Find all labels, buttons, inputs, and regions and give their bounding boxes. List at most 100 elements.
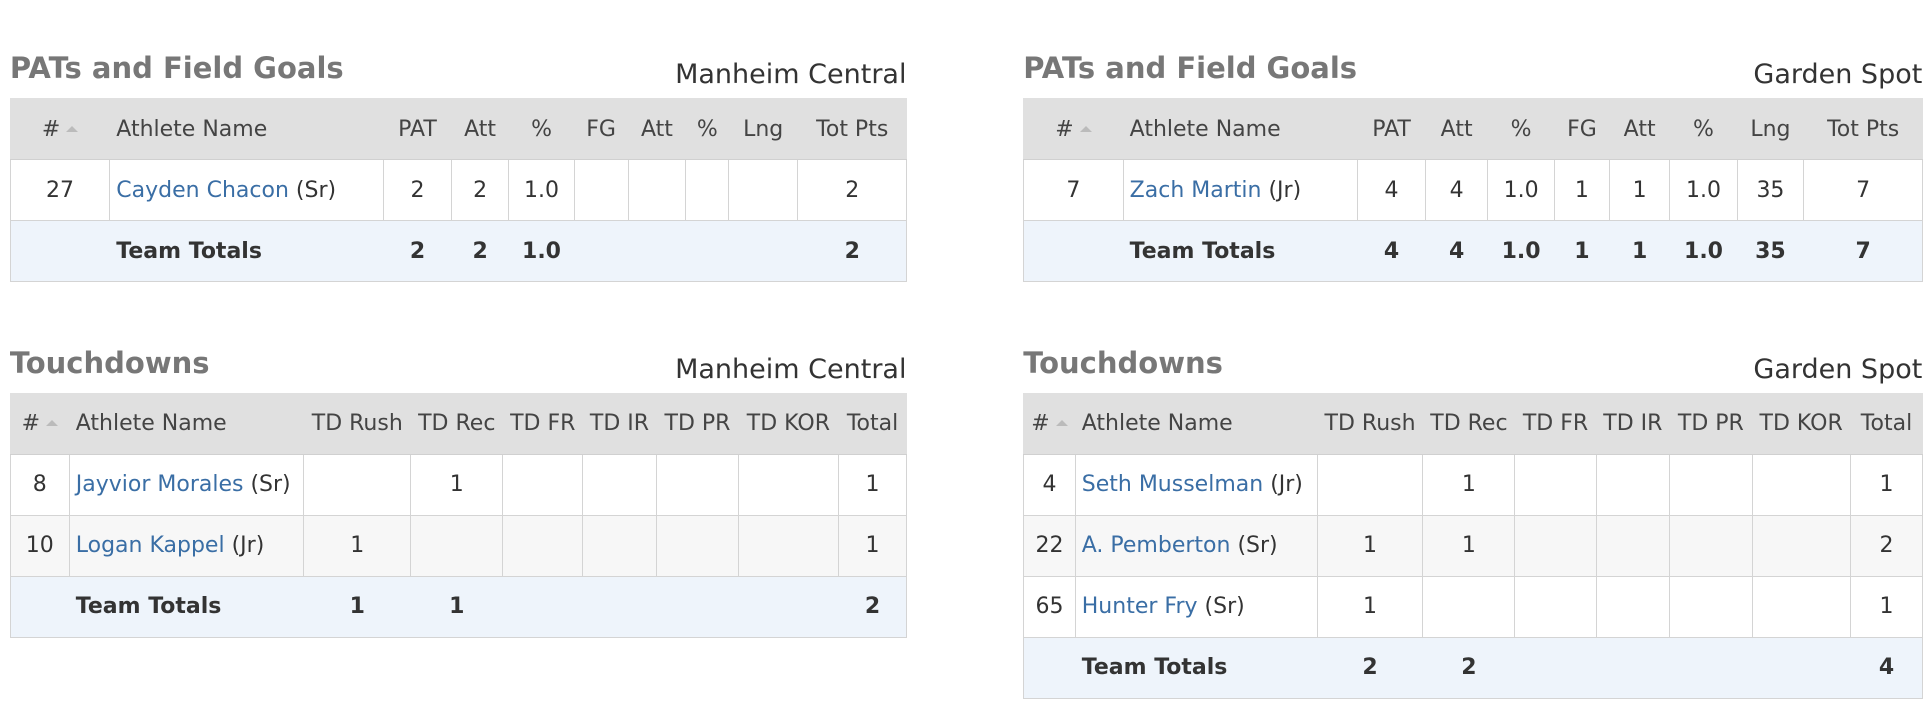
total-cell	[573, 220, 629, 283]
stat-cell	[1751, 575, 1851, 638]
jersey-number: 7	[1023, 159, 1124, 222]
column-header[interactable]: TD KOR	[1751, 392, 1851, 455]
athlete-link[interactable]: Zach Martin	[1129, 177, 1262, 203]
totals-label: Team Totals	[68, 575, 305, 638]
header-row: # Athlete Name PAT Att% FG Att% Lng Tot Pts	[1023, 98, 1924, 161]
column-label: Athlete Name	[75, 411, 227, 437]
column-header[interactable]: TD Rush	[303, 392, 412, 455]
column-header[interactable]: #	[1023, 392, 1076, 455]
athlete-cell: A. Pemberton (Sr)	[1074, 514, 1318, 577]
section: Touchdowns Manheim Central # Athlete Name TD…	[9, 344, 908, 638]
section-title: Touchdowns	[9, 345, 210, 380]
total-cell: 4	[1424, 220, 1489, 283]
stat-cell	[1422, 575, 1516, 638]
athlete-cell: Seth Musselman (Jr)	[1074, 453, 1318, 516]
total-cell	[582, 575, 657, 638]
column-header[interactable]: PAT	[383, 98, 452, 161]
athlete-class: (Jr)	[1268, 177, 1302, 203]
total-cell: 1.0	[508, 220, 575, 283]
column-header[interactable]: Athlete Name	[68, 392, 305, 455]
jersey-number: 22	[1023, 514, 1076, 577]
column-header[interactable]: TD Rec	[1422, 392, 1516, 455]
stat-cell	[303, 453, 412, 516]
column-header[interactable]: PAT	[1357, 98, 1426, 161]
stat-cell	[1669, 514, 1753, 577]
column-header[interactable]: TD KOR	[738, 392, 839, 455]
athlete-link[interactable]: Logan Kappel	[75, 533, 225, 559]
total-cell: 1.0	[1487, 220, 1555, 283]
empty-cell	[9, 575, 70, 638]
total-cell	[738, 575, 839, 638]
athlete-link[interactable]: Seth Musselman	[1081, 472, 1264, 498]
column-header[interactable]: Att	[450, 98, 510, 161]
column-header[interactable]: Athlete Name	[1074, 392, 1318, 455]
stat-cell: 2	[450, 159, 510, 222]
stat-cell: 7	[1803, 159, 1924, 222]
athlete-class: (Sr)	[295, 177, 337, 203]
column-label: TD FR	[510, 411, 576, 437]
total-cell	[1595, 636, 1671, 699]
stat-cell: 1	[1553, 159, 1611, 222]
stat-cell	[582, 453, 657, 516]
column-label: Att	[1440, 116, 1473, 142]
column-label: %	[531, 116, 552, 142]
column-header[interactable]: TD FR	[502, 392, 584, 455]
column-header[interactable]: Athlete Name	[1122, 98, 1359, 161]
column-header[interactable]: Athlete Name	[109, 98, 385, 161]
column-header[interactable]: %	[1487, 98, 1555, 161]
column-header[interactable]: %	[685, 98, 730, 161]
column-header[interactable]: Att	[1609, 98, 1671, 161]
stat-cell	[1514, 453, 1597, 516]
stat-cell: 1.0	[508, 159, 575, 222]
column-header[interactable]: TD FR	[1514, 392, 1597, 455]
column-header[interactable]: Att	[627, 98, 687, 161]
column-header[interactable]: Tot Pts	[1803, 98, 1924, 161]
column-header[interactable]: TD Rush	[1316, 392, 1424, 455]
total-cell: 1	[303, 575, 412, 638]
column-header[interactable]: %	[1669, 98, 1738, 161]
column-label: TD PR	[664, 411, 731, 437]
column-header[interactable]: TD PR	[655, 392, 740, 455]
totals-row: Team Totals 1 1 2	[9, 575, 908, 638]
column-header[interactable]: Total	[1849, 392, 1924, 455]
stat-cell	[1669, 575, 1753, 638]
column-header[interactable]: TD PR	[1669, 392, 1753, 455]
column-header[interactable]: FG	[573, 98, 629, 161]
section-header: PATs and Field Goals Manheim Central	[10, 49, 907, 98]
stat-cell	[655, 453, 740, 516]
athlete-link[interactable]: Cayden Chacon	[116, 177, 289, 203]
column-header[interactable]: FG	[1553, 98, 1611, 161]
athlete-link[interactable]: Jayvior Morales	[75, 472, 244, 498]
stat-cell: 1	[837, 453, 908, 516]
stat-cell: 4	[1357, 159, 1426, 222]
sort-icon	[66, 125, 79, 132]
column-header[interactable]: Total	[837, 392, 908, 455]
stat-cell	[738, 514, 839, 577]
column-label: Lng	[743, 116, 784, 142]
column-header[interactable]: #	[1023, 98, 1124, 161]
column-header[interactable]: Lng	[728, 98, 799, 161]
column-header[interactable]: TD IR	[1595, 392, 1671, 455]
team-name: Garden Spot	[1753, 353, 1923, 385]
athlete-link[interactable]: Hunter Fry	[1081, 594, 1198, 620]
column-label: PAT	[398, 116, 437, 142]
athlete-cell: Hunter Fry (Sr)	[1074, 575, 1318, 638]
total-cell: 2	[450, 220, 510, 283]
total-cell	[655, 575, 740, 638]
column-header[interactable]: #	[9, 98, 111, 161]
column-header[interactable]: Att	[1424, 98, 1489, 161]
column-header[interactable]: TD IR	[582, 392, 657, 455]
column-header[interactable]: #	[9, 392, 70, 455]
stat-cell: 4	[1424, 159, 1489, 222]
stat-cell: 1	[1422, 453, 1516, 516]
stat-cell: 2	[797, 159, 908, 222]
column-header[interactable]: Tot Pts	[797, 98, 908, 161]
athlete-link[interactable]: A. Pemberton	[1081, 533, 1231, 559]
column-header[interactable]: Lng	[1736, 98, 1805, 161]
column-header[interactable]: TD Rec	[410, 392, 504, 455]
column-header[interactable]: %	[508, 98, 575, 161]
stat-cell	[1595, 514, 1671, 577]
stat-cell	[685, 159, 730, 222]
column-label: %	[1693, 116, 1714, 142]
total-cell: 4	[1849, 636, 1924, 699]
